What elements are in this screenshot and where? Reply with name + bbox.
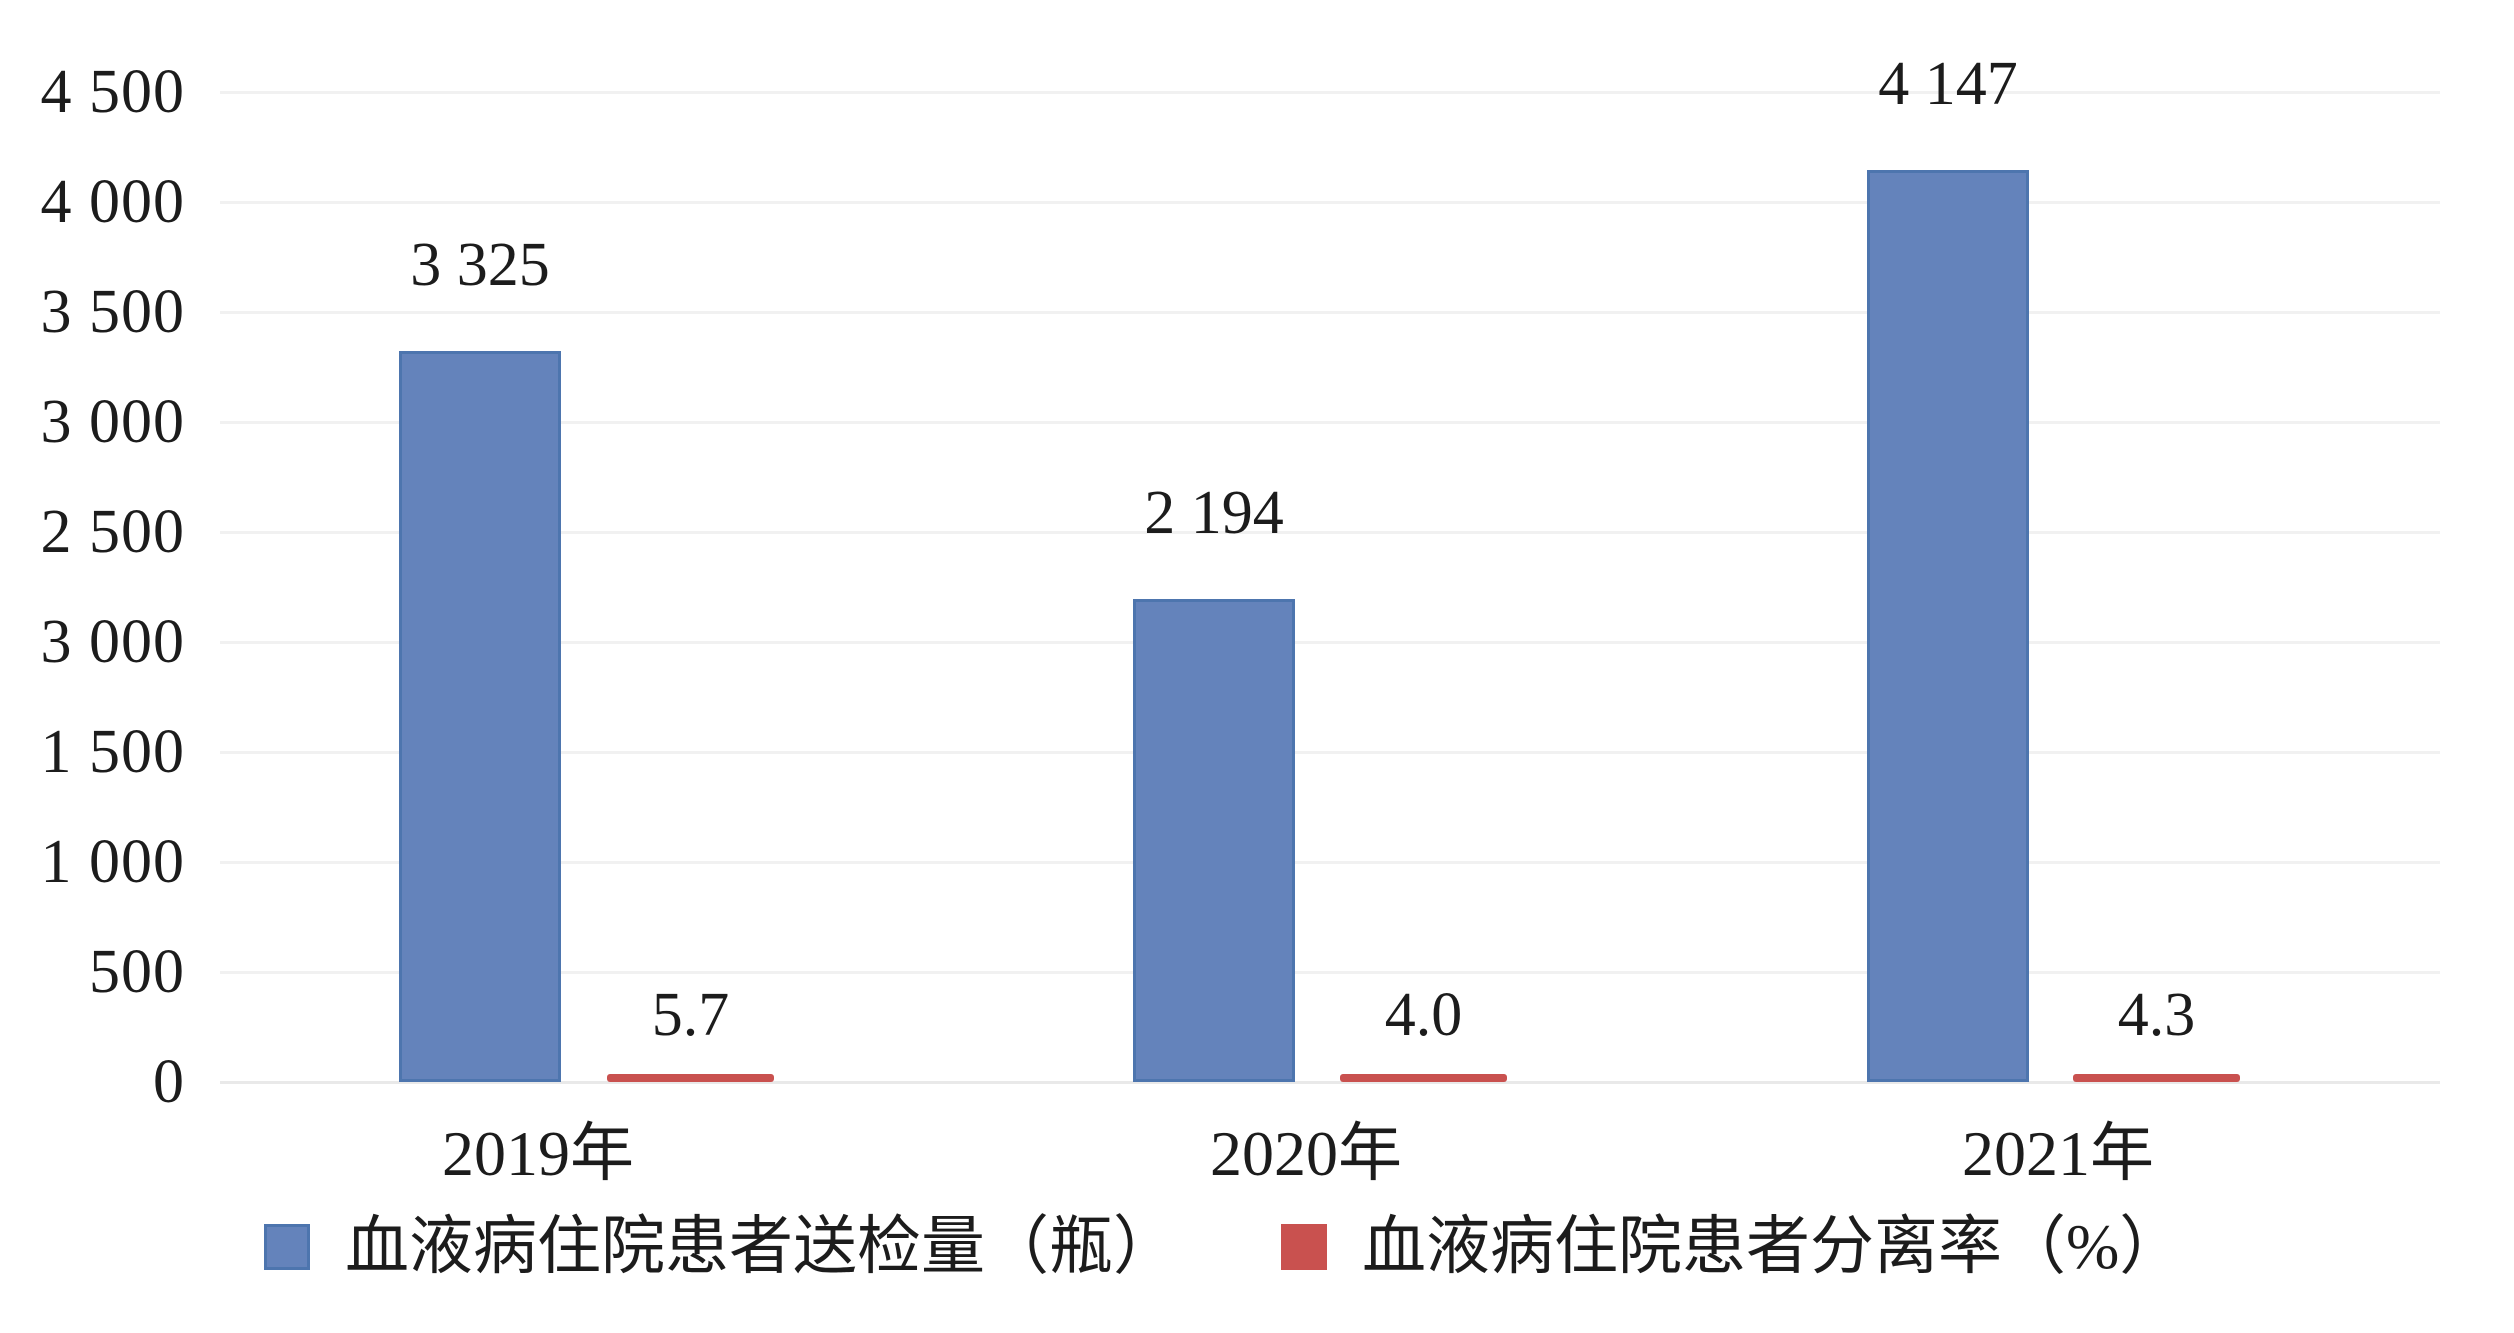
y-axis-tick-label: 4 500	[40, 58, 185, 126]
value-label-rate: 4.3	[2117, 981, 2196, 1049]
bar-specimens-2020年	[1133, 599, 1295, 1082]
legend-label-rate: 血液病住院患者分离率（%）	[1362, 1211, 2184, 1282]
legend: 血液病住院患者送检量（瓶） 血液病住院患者分离率（%）	[0, 1212, 2514, 1292]
y-axis-tick-label: 500	[89, 938, 185, 1006]
x-axis-label-2020年: 2020年	[1210, 1118, 1402, 1189]
y-axis-tick-label: 1 000	[40, 828, 185, 896]
legend-label-specimens: 血液病住院患者送检量（瓶）	[345, 1211, 1177, 1282]
gridline	[220, 531, 2440, 534]
gridline	[220, 421, 2440, 424]
legend-swatch-red	[1281, 1224, 1327, 1270]
gridline	[220, 861, 2440, 864]
gridline	[220, 971, 2440, 974]
bar-specimens-2019年	[399, 350, 561, 1082]
gridline	[220, 311, 2440, 314]
bar-rate-2019年	[607, 1074, 774, 1082]
bar-specimens-2021年	[1867, 169, 2029, 1082]
gridline	[220, 201, 2440, 204]
bar-rate-2021年	[2073, 1074, 2240, 1082]
gridline	[220, 1081, 2440, 1084]
y-axis-tick-label: 4 000	[40, 168, 185, 236]
y-axis-tick-label: 3 000	[40, 608, 185, 676]
y-axis-tick-label: 2 500	[40, 498, 185, 566]
value-label-rate: 5.7	[651, 981, 730, 1049]
gridline	[220, 641, 2440, 644]
x-axis-label-2021年: 2021年	[1962, 1118, 2154, 1189]
y-axis-tick-label: 0	[153, 1048, 185, 1116]
value-label-rate: 4.0	[1384, 981, 1463, 1049]
value-label-specimens: 2 194	[1144, 479, 1284, 548]
x-axis-label-2019年: 2019年	[442, 1118, 634, 1189]
value-label-specimens: 4 147	[1878, 49, 2018, 118]
y-axis-tick-label: 3 500	[40, 278, 185, 346]
gridline	[220, 91, 2440, 94]
bar-rate-2020年	[1340, 1074, 1507, 1082]
y-axis-tick-label: 1 500	[40, 718, 185, 786]
y-axis-tick-label: 3 000	[40, 388, 185, 456]
legend-swatch-blue	[264, 1224, 310, 1270]
value-label-specimens: 3 325	[410, 230, 550, 299]
gridline	[220, 751, 2440, 754]
